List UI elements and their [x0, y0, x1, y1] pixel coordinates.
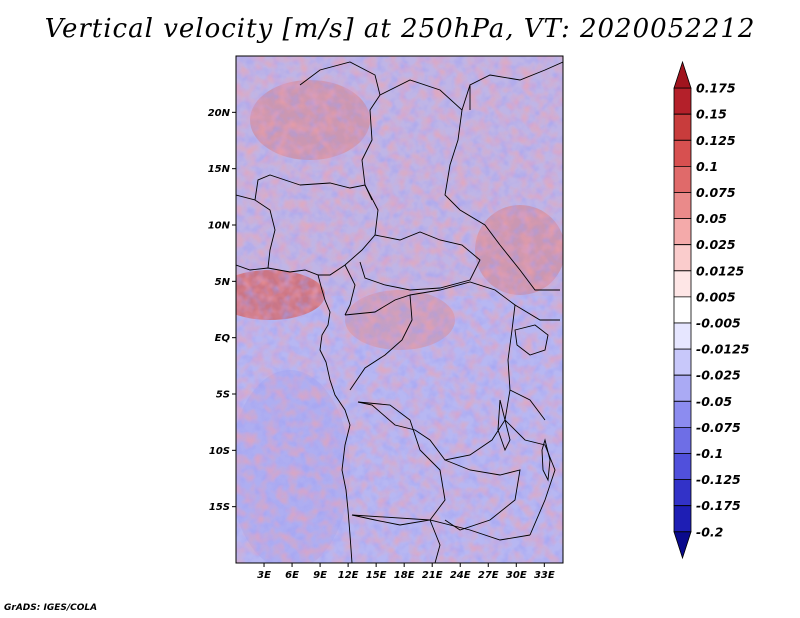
border-botswana	[429, 519, 441, 563]
x-axis: 3E 6E 9E 12E 15E 18E 21E 24E 27E 30E 33E	[257, 563, 555, 581]
colorbar-swatch	[673, 453, 692, 481]
colorbar-swatch	[673, 374, 692, 402]
colorbar-swatch	[673, 218, 692, 246]
x-tick-label: 33E	[534, 570, 555, 581]
border-angola	[351, 401, 446, 526]
colorbar-swatch	[673, 505, 692, 533]
colorbar-swatch	[673, 192, 692, 220]
y-tick-label: 15S	[209, 502, 230, 513]
colorbar-swatch	[673, 531, 692, 560]
coastline-west-africa	[236, 264, 353, 563]
colorbar-swatch	[673, 60, 692, 89]
border-car	[359, 231, 481, 291]
colorbar-swatch	[673, 165, 692, 193]
x-tick-label: 24E	[450, 570, 471, 581]
x-tick-label: 15E	[366, 570, 387, 581]
colorbar-swatch	[673, 270, 692, 298]
colorbar-swatch	[673, 244, 692, 272]
colorbar-label: -0.175	[696, 498, 741, 513]
colorbar-label: -0.025	[696, 368, 741, 383]
border-sudan	[379, 79, 501, 246]
x-tick-label: 27E	[478, 570, 499, 581]
colorbar-label: 0.05	[696, 211, 727, 226]
colorbar-label: 0.075	[696, 185, 736, 200]
colorbar-swatch	[673, 322, 692, 350]
colorbar-swatch	[673, 426, 692, 454]
y-tick-label: 10N	[208, 221, 231, 232]
border-west-small	[236, 174, 301, 269]
colorbar-label: -0.2	[696, 524, 723, 539]
x-tick-label: 3E	[257, 570, 271, 581]
y-tick-label: 20N	[208, 108, 231, 119]
border-niger-chad	[299, 61, 381, 201]
lake-victoria	[514, 324, 549, 356]
colorbar-swatch	[673, 139, 692, 167]
colorbar-swatch	[673, 296, 692, 324]
velocity-field	[236, 56, 563, 563]
x-tick-label: 18E	[394, 570, 415, 581]
y-tick-label: 5S	[216, 390, 230, 401]
y-tick-label: 15N	[208, 164, 231, 175]
colorbar-label: 0.025	[696, 237, 736, 252]
x-tick-label: 30E	[506, 570, 527, 581]
colorbar-label: -0.1	[696, 446, 723, 461]
field-texture	[236, 56, 563, 563]
x-tick-label: 12E	[338, 570, 359, 581]
colorbar-label: 0.1	[696, 159, 718, 174]
x-tick-label: 21E	[422, 570, 443, 581]
colorbar-label: -0.005	[696, 316, 741, 331]
grads-credit: GrADS: IGES/COLA	[4, 603, 98, 613]
border-cameroon	[344, 264, 356, 316]
y-axis: 20N 15N 10N 5N EQ 5S 10S 15S	[208, 108, 236, 513]
x-tick-label: 9E	[313, 570, 327, 581]
plot-frame	[235, 55, 564, 564]
colorbar-swatch	[673, 400, 692, 428]
lake-tanganyika	[497, 399, 511, 452]
colorbar-label: -0.05	[696, 394, 732, 409]
y-tick-label: 10S	[209, 446, 230, 457]
border-ethiopia	[461, 61, 563, 111]
border-gabon-congo	[344, 294, 413, 391]
border-east-africa	[499, 244, 560, 536]
y-tick-label: 5N	[215, 277, 231, 288]
colorbar-label: 0.0125	[696, 263, 745, 278]
colorbar-label: 0.15	[696, 107, 727, 122]
border-nigeria	[299, 182, 379, 276]
colorbar-label: -0.125	[696, 472, 741, 487]
colorbar-label: 0.125	[696, 133, 736, 148]
colorbar-swatch	[673, 479, 692, 507]
colorbar-label: -0.0125	[696, 342, 750, 357]
x-tick-label: 6E	[285, 570, 299, 581]
colorbar-label: 0.175	[696, 81, 736, 96]
colorbar-swatch	[673, 87, 692, 115]
colorbar: 0.175 0.15 0.125 0.1 0.075 0.05 0.025 0.0125 0.0…	[673, 60, 750, 560]
border-namibia	[351, 514, 531, 541]
colorbar-label: 0.005	[696, 289, 736, 304]
chart-title: Vertical velocity [m/s] at 250hPa, VT: 2…	[44, 14, 756, 44]
colorbar-label: -0.075	[696, 420, 741, 435]
colorbar-swatch	[673, 113, 692, 141]
lake-malawi	[541, 438, 551, 482]
colorbar-swatch	[673, 348, 692, 376]
y-tick-label: EQ	[215, 333, 231, 344]
country-boundaries	[236, 61, 563, 563]
